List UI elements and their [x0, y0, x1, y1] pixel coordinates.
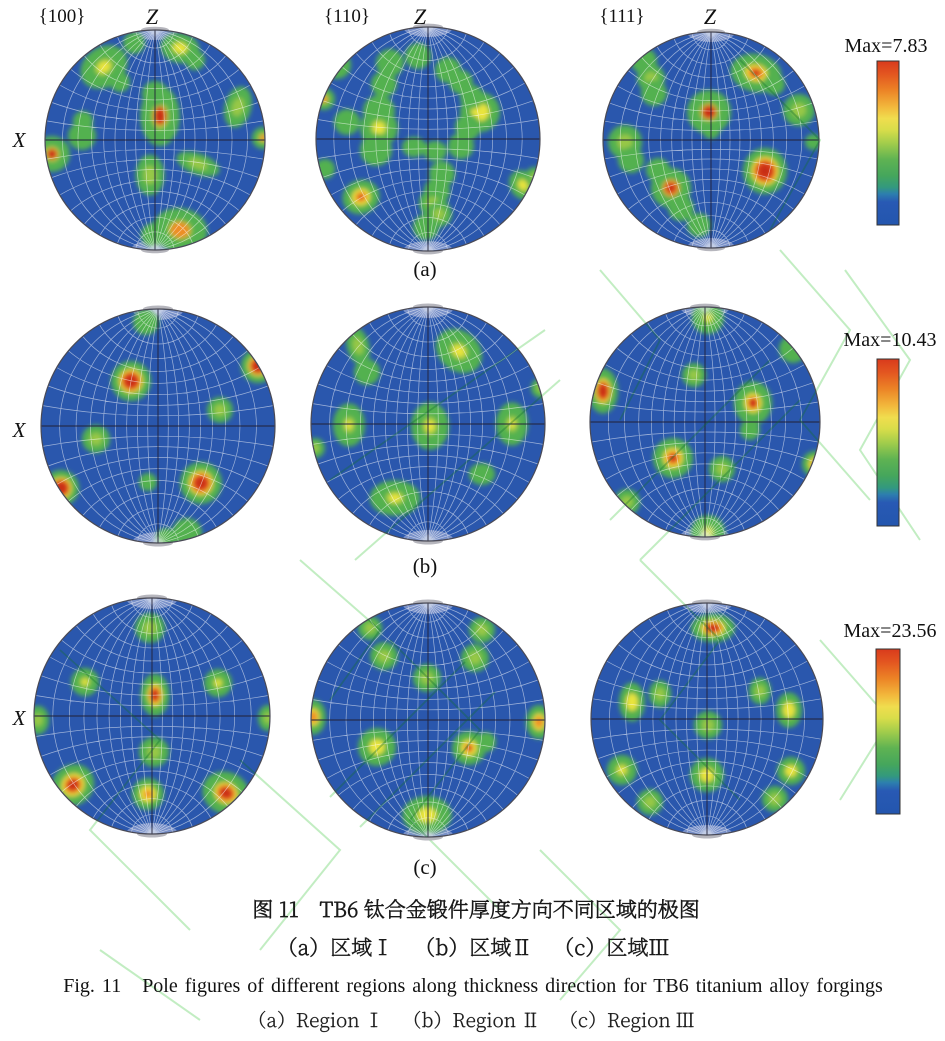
svg-text:(a): (a) [413, 257, 436, 281]
svg-text:(c): (c) [413, 855, 436, 879]
svg-text:Z: Z [414, 4, 427, 29]
svg-text:{111}: {111} [599, 6, 644, 27]
svg-text:Max=10.43: Max=10.43 [844, 329, 937, 351]
svg-text:Z: Z [146, 4, 159, 29]
svg-text:{100}: {100} [39, 6, 86, 27]
svg-text:Fig. 11 Pole figures of diff: Fig. 11 Pole figures of different region… [63, 975, 883, 997]
svg-text:X: X [12, 128, 27, 152]
svg-text:{110}: {110} [324, 6, 370, 27]
svg-text:Max=7.83: Max=7.83 [845, 35, 928, 57]
svg-text:X: X [12, 418, 27, 442]
svg-text:Z: Z [704, 4, 717, 29]
svg-text:(b): (b) [413, 554, 438, 578]
svg-text:X: X [12, 706, 27, 730]
svg-text:Max=23.56: Max=23.56 [844, 620, 937, 642]
